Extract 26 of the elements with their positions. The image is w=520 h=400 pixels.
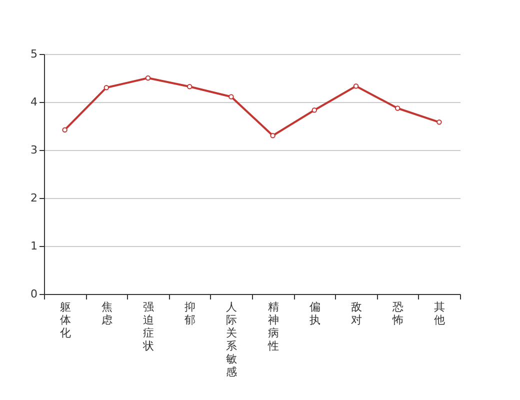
x-tick-label: 其他 — [434, 300, 446, 326]
point — [312, 108, 318, 113]
point — [186, 84, 192, 90]
point — [394, 106, 400, 111]
y-tick-label: 2 — [30, 192, 38, 204]
point — [104, 84, 110, 90]
x-tick-label: 人际关系敏感 — [226, 300, 238, 378]
point — [228, 94, 234, 100]
point — [62, 127, 68, 132]
y-tick-label: 1 — [30, 240, 38, 252]
x-tick-label: 躯体化 — [60, 300, 71, 340]
x-tick-label: 敌对 — [351, 300, 362, 326]
point — [145, 75, 151, 81]
y-tick-label: 5 — [30, 48, 38, 60]
point — [270, 132, 276, 138]
x-tick-label: 精神病性 — [266, 300, 279, 352]
x-tick-label: 焦虑 — [101, 300, 112, 326]
x-tick-label: 强迫症状 — [142, 300, 154, 352]
x-tick-label: 偏执 — [309, 300, 320, 326]
y-tick-label: 4 — [30, 96, 38, 108]
y-tick-label: 3 — [30, 144, 38, 156]
point — [353, 84, 359, 89]
x-tick-label: 抑郁 — [184, 300, 196, 326]
x-tick-label: 恐怖 — [392, 300, 404, 326]
y-tick-label: 0 — [30, 288, 38, 300]
point — [436, 120, 442, 125]
